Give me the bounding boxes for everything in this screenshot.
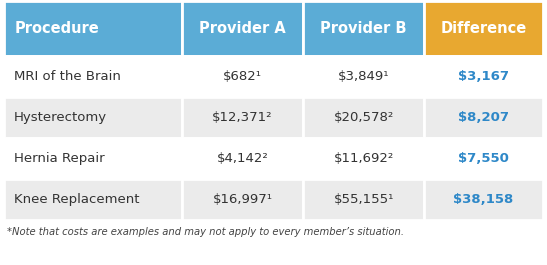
Bar <box>4 1 182 56</box>
Bar <box>182 97 303 138</box>
Bar <box>4 179 182 220</box>
Text: $682¹: $682¹ <box>223 70 262 83</box>
Bar <box>303 1 424 56</box>
Bar <box>424 179 543 220</box>
Bar <box>303 56 424 97</box>
Bar <box>424 56 543 97</box>
Text: $4,142²: $4,142² <box>217 152 269 165</box>
Text: $38,158: $38,158 <box>453 193 514 206</box>
Bar <box>4 138 182 179</box>
Text: $3,167: $3,167 <box>458 70 509 83</box>
Text: $12,371²: $12,371² <box>212 111 273 124</box>
Bar <box>182 56 303 97</box>
Bar <box>182 179 303 220</box>
Bar <box>182 138 303 179</box>
Text: Knee Replacement: Knee Replacement <box>14 193 139 206</box>
Text: Hysterectomy: Hysterectomy <box>14 111 107 124</box>
Text: Provider B: Provider B <box>321 21 407 36</box>
Text: Hernia Repair: Hernia Repair <box>14 152 105 165</box>
Bar <box>303 138 424 179</box>
Bar <box>424 1 543 56</box>
Bar <box>4 97 182 138</box>
Text: $16,997¹: $16,997¹ <box>213 193 272 206</box>
Text: Provider A: Provider A <box>199 21 286 36</box>
Bar <box>424 138 543 179</box>
Text: $20,578²: $20,578² <box>334 111 394 124</box>
Text: MRI of the Brain: MRI of the Brain <box>14 70 121 83</box>
Bar <box>4 56 182 97</box>
Text: $55,155¹: $55,155¹ <box>334 193 394 206</box>
Text: Difference: Difference <box>440 21 527 36</box>
Bar <box>303 179 424 220</box>
Bar <box>182 1 303 56</box>
Text: $7,550: $7,550 <box>458 152 509 165</box>
Text: *Note that costs are examples and may not apply to every member’s situation.: *Note that costs are examples and may no… <box>7 227 404 237</box>
Text: $8,207: $8,207 <box>458 111 509 124</box>
Text: $11,692²: $11,692² <box>334 152 394 165</box>
Text: $3,849¹: $3,849¹ <box>338 70 389 83</box>
Bar <box>424 97 543 138</box>
Text: Procedure: Procedure <box>14 21 99 36</box>
Bar <box>303 97 424 138</box>
